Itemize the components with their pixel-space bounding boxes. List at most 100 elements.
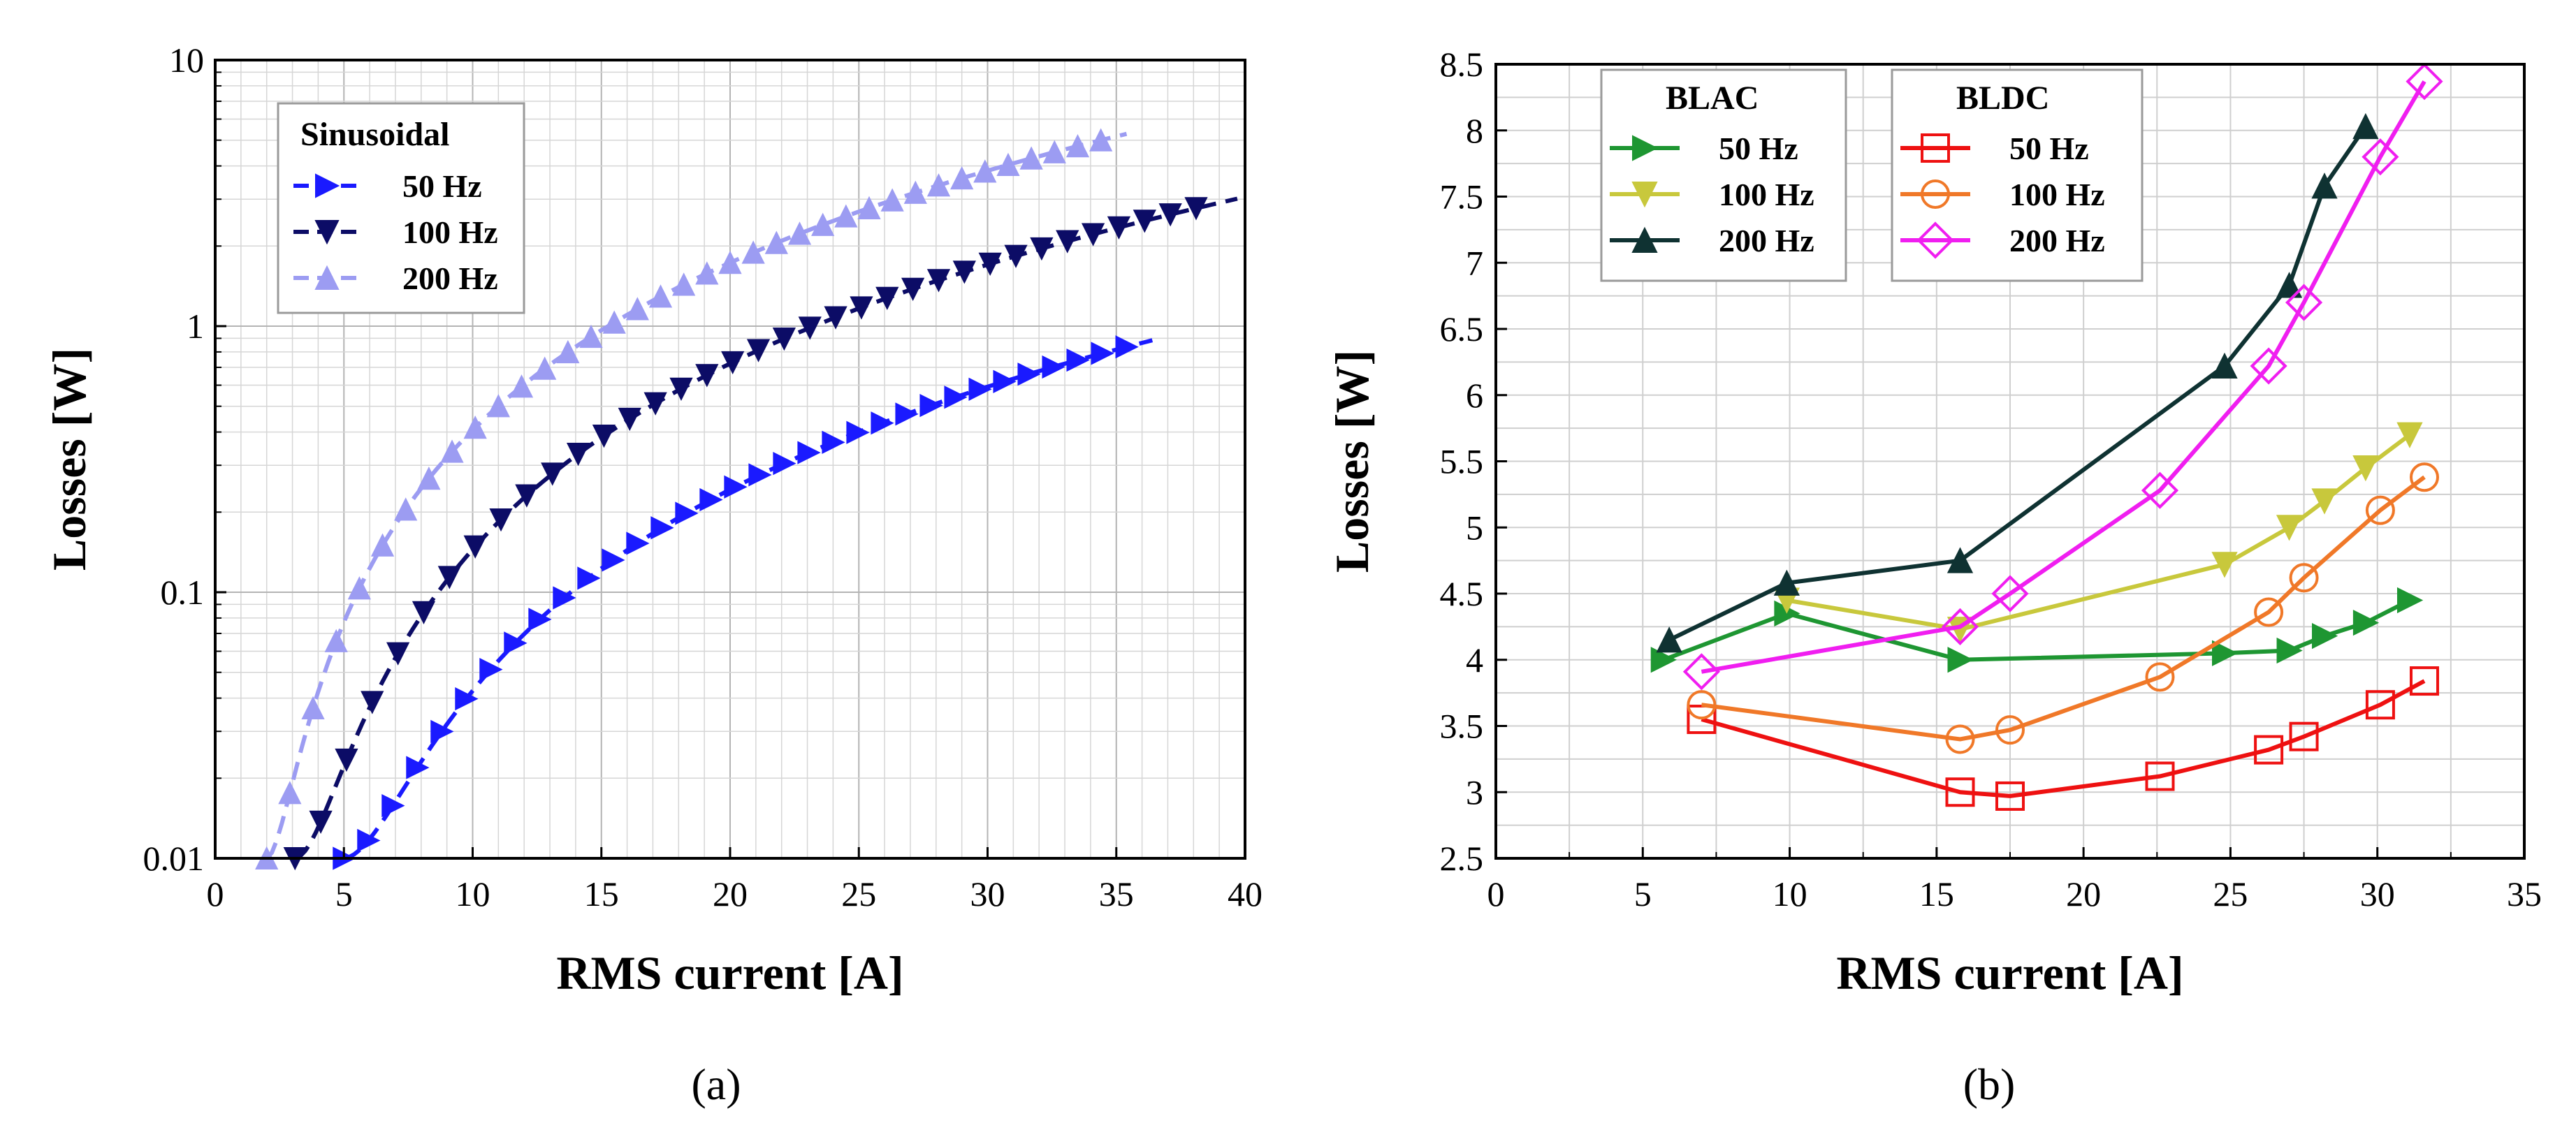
chart-b-y-tick-label: 8.5 bbox=[1440, 45, 1484, 84]
chart-a-data-point bbox=[857, 196, 881, 219]
chart-a-data-point bbox=[1066, 348, 1090, 372]
chart-a-data-point bbox=[1019, 146, 1043, 170]
chart-a-data-point bbox=[718, 250, 742, 274]
chart-a-legend-label: 50 Hz bbox=[402, 168, 482, 204]
chart-b-data-point bbox=[2365, 495, 2395, 525]
chart-a-data-point bbox=[1089, 128, 1113, 152]
chart-a-legend-marker bbox=[314, 265, 340, 290]
chart-b-legend-marker bbox=[1921, 133, 1950, 163]
chart-b-data-point bbox=[1687, 690, 1717, 720]
chart-a-data-point bbox=[479, 657, 503, 682]
chart-a-data-point bbox=[1030, 237, 1054, 261]
chart-b-ticks: 0 5 10 15 20 25 30 35 2.5 3 3.5 4 4.5 5 5.5 6 6.5 7 7.5 8 8.… bbox=[1440, 45, 2542, 913]
chart-a-data-point bbox=[798, 316, 822, 340]
chart-a-data-point bbox=[1081, 223, 1105, 247]
chart-a: 0 5 10 15 20 25 30 35 40 0.01 0.1 1 10 RMS current [… bbox=[43, 41, 1262, 1109]
chart-b-data-point bbox=[1995, 715, 2025, 745]
chart-a-data-point bbox=[412, 601, 436, 625]
chart-b-data-point bbox=[2311, 488, 2338, 515]
chart-b-y-tick-label: 2.5 bbox=[1440, 839, 1484, 878]
chart-b-x-tick-label: 5 bbox=[1634, 874, 1652, 913]
chart-a-data-point bbox=[850, 296, 873, 320]
chart-b-series-bldc-100-hz bbox=[1687, 462, 2440, 754]
chart-a-legend-marker bbox=[314, 220, 340, 245]
chart-b-x-tick-label: 20 bbox=[2066, 874, 2101, 913]
chart-a-data-point bbox=[695, 364, 719, 388]
chart-b-legend-marker bbox=[1631, 182, 1658, 208]
chart-a-caption: (a) bbox=[691, 1059, 741, 1109]
chart-b-legend-marker bbox=[1921, 179, 1950, 209]
chart-a-data-point bbox=[901, 277, 925, 302]
chart-a-data-point bbox=[950, 166, 974, 190]
chart-a-data-point bbox=[394, 497, 418, 521]
chart-a-data-point bbox=[871, 411, 894, 435]
chart-a-ticks: 0 5 10 15 20 25 30 35 40 0.01 0.1 1 10 bbox=[143, 41, 1263, 913]
chart-a-data-point bbox=[625, 297, 649, 321]
chart-b-legend-title: BLDC bbox=[1956, 80, 2049, 117]
chart-b-data-point bbox=[2276, 515, 2303, 541]
chart-b-data-point bbox=[1947, 647, 1974, 673]
chart-a-data-point bbox=[903, 180, 927, 204]
chart-b-data-point bbox=[2352, 112, 2379, 140]
chart-a-x-tick-label: 30 bbox=[970, 874, 1005, 913]
chart-a-data-point bbox=[1042, 355, 1065, 379]
chart-b-data-point bbox=[1650, 647, 1677, 673]
chart-a-data-point bbox=[357, 828, 381, 853]
chart-b-data-point bbox=[1682, 653, 1720, 691]
chart-a-data-point bbox=[370, 533, 395, 557]
chart-a-data-point bbox=[1065, 133, 1090, 158]
chart-a-data-point bbox=[699, 487, 723, 512]
chart-a-data-point bbox=[541, 462, 565, 486]
chart-a-data-point bbox=[721, 351, 745, 375]
chart-a-data-point bbox=[648, 284, 673, 308]
chart-a-data-point bbox=[592, 424, 616, 448]
chart-b-data-point bbox=[2352, 455, 2379, 482]
chart-a-data-point bbox=[1091, 342, 1114, 365]
chart-b-y-tick-label: 4.5 bbox=[1440, 574, 1484, 613]
chart-b-data-point bbox=[2141, 471, 2179, 509]
chart-b-data-point bbox=[2254, 597, 2284, 627]
chart-b-data-point bbox=[2145, 662, 2175, 692]
chart-b-series bbox=[1650, 63, 2443, 811]
chart-b-data-point bbox=[1946, 547, 1974, 573]
chart-b-legend-label: 200 Hz bbox=[2009, 223, 2105, 258]
chart-a-data-point bbox=[973, 159, 997, 183]
chart-a-data-point bbox=[504, 631, 527, 655]
chart-b-data-point bbox=[2289, 563, 2319, 593]
chart-a-data-point bbox=[301, 696, 325, 720]
chart-a-data-point bbox=[787, 221, 812, 245]
chart-a-data-point bbox=[669, 377, 693, 401]
chart-a-x-axis-label: RMS current [A] bbox=[556, 946, 903, 999]
chart-a-data-point bbox=[1184, 197, 1208, 221]
chart-b-data-point bbox=[2145, 761, 2175, 791]
chart-b-y-tick-label: 6.5 bbox=[1440, 309, 1484, 348]
chart-a-data-point bbox=[381, 793, 405, 818]
chart-a-data-point bbox=[602, 548, 625, 572]
chart-a-data-point bbox=[430, 719, 454, 744]
chart-b-series-blac-50-hz bbox=[1650, 587, 2424, 673]
chart-b-data-point bbox=[2211, 552, 2238, 578]
chart-b-legend-bldc: BLDC 50 Hz 100 Hz 200 Hz bbox=[1891, 68, 2144, 282]
chart-b-data-point bbox=[2410, 462, 2440, 492]
chart-b-legend-box bbox=[1891, 68, 2144, 282]
chart-b-data-point bbox=[2285, 284, 2323, 321]
chart-a-data-point bbox=[675, 501, 699, 525]
chart-a-series-line bbox=[343, 338, 1154, 860]
chart-b: 0 5 10 15 20 25 30 35 2.5 3 3.5 4 4.5 5 5.5 6 6.5 7 7.5 8 8.… bbox=[1325, 45, 2542, 1109]
chart-b-data-point bbox=[2211, 352, 2238, 379]
chart-a-data-point bbox=[361, 691, 384, 714]
chart-a-data-point bbox=[602, 310, 626, 334]
chart-b-data-point bbox=[2276, 637, 2303, 664]
chart-a-data-point bbox=[846, 420, 870, 444]
chart-b-legend-title: BLAC bbox=[1666, 80, 1759, 117]
chart-a-data-point bbox=[626, 531, 650, 555]
chart-a-data-point bbox=[509, 374, 534, 398]
chart-a-data-point bbox=[811, 212, 835, 236]
chart-a-data-point bbox=[324, 629, 348, 652]
chart-a-data-point bbox=[1042, 140, 1066, 163]
chart-a-data-point bbox=[417, 467, 441, 490]
chart-b-y-tick-label: 3 bbox=[1466, 772, 1483, 812]
chart-b-y-tick-label: 4 bbox=[1466, 640, 1483, 680]
chart-a-data-point bbox=[486, 394, 510, 418]
chart-b-legend-label: 100 Hz bbox=[2009, 177, 2105, 212]
